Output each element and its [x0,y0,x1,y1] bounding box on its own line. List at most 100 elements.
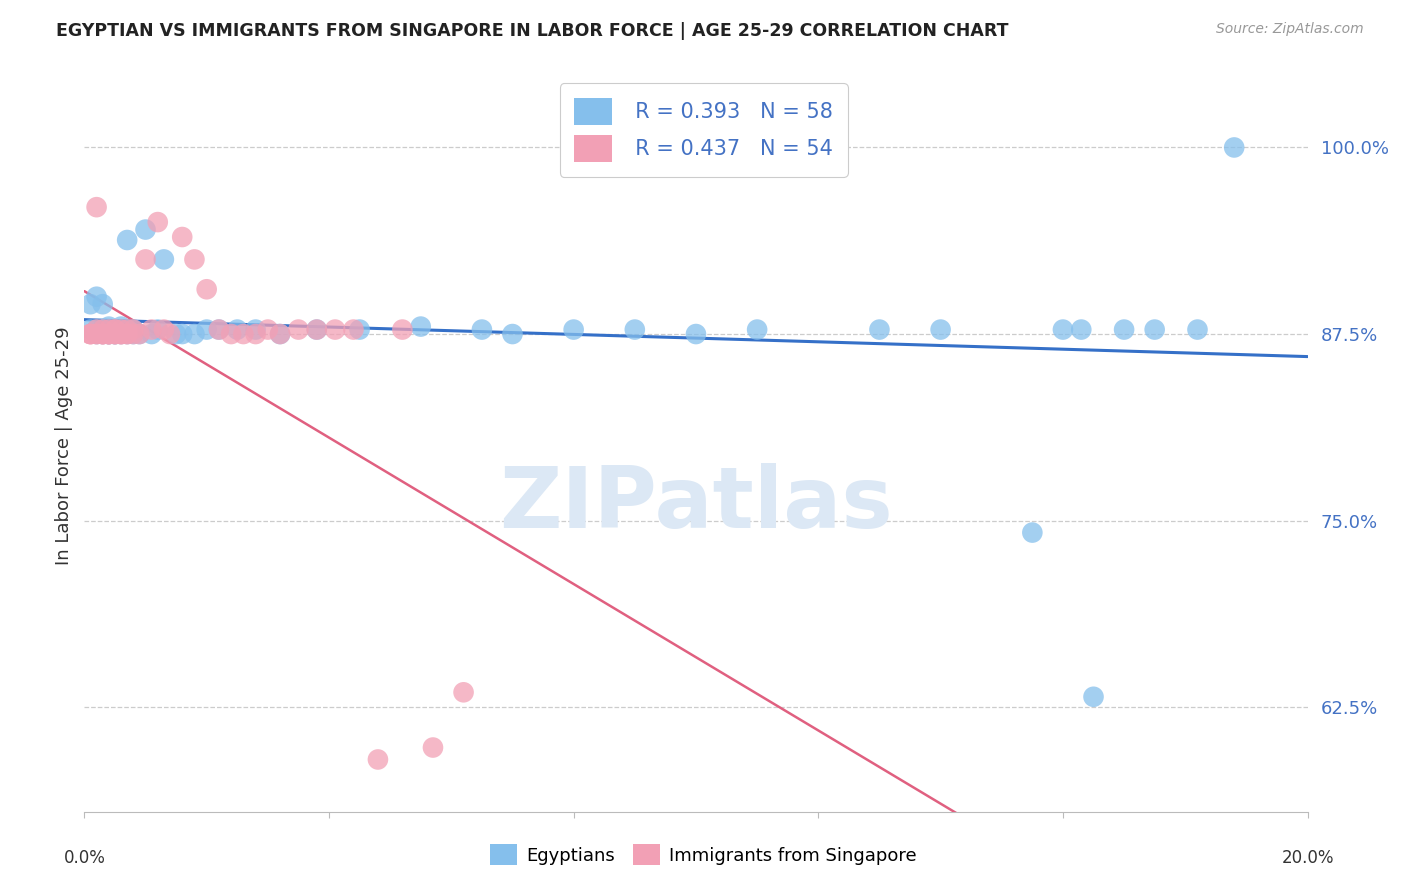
Point [257,322,280,336]
Point [422,740,444,755]
Point [115,326,138,341]
Point [349,322,371,336]
Point [269,326,291,341]
Text: EGYPTIAN VS IMMIGRANTS FROM SINGAPORE IN LABOR FORCE | AGE 25-29 CORRELATION CHA: EGYPTIAN VS IMMIGRANTS FROM SINGAPORE IN… [56,22,1008,40]
Point [86,200,108,214]
Point [79,297,101,311]
Point [208,322,231,336]
Point [409,319,432,334]
Point [86,322,108,336]
Point [110,326,132,341]
Point [97,322,120,336]
Point [1052,322,1074,336]
Legend: Egyptians, Immigrants from Singapore: Egyptians, Immigrants from Singapore [481,835,925,874]
Point [471,322,494,336]
Point [79,326,101,341]
Point [91,326,114,341]
Point [122,322,145,336]
Point [91,326,114,341]
Point [747,322,769,336]
Point [305,322,328,336]
Point [1070,322,1092,336]
Point [183,326,205,341]
Point [104,326,127,341]
Point [79,326,101,341]
Point [97,326,120,341]
Point [97,326,120,341]
Point [287,322,309,336]
Point [172,230,194,244]
Point [245,326,267,341]
Point [219,326,242,341]
Point [128,326,150,341]
Text: Source: ZipAtlas.com: Source: ZipAtlas.com [1216,22,1364,37]
Point [104,322,127,336]
Point [104,326,127,341]
Point [453,685,475,699]
Point [110,319,132,334]
Point [91,326,114,341]
Point [165,326,187,341]
Point [1114,322,1136,336]
Point [86,322,108,336]
Point [245,322,267,336]
Point [172,326,194,341]
Point [146,322,169,336]
Point [562,322,585,336]
Point [104,326,127,341]
Point [110,322,132,336]
Text: ZIPatlas: ZIPatlas [499,463,893,546]
Legend:   R = 0.393   N = 58,   R = 0.437   N = 54: R = 0.393 N = 58, R = 0.437 N = 54 [560,83,848,177]
Point [110,326,132,341]
Point [79,326,101,341]
Point [367,752,389,766]
Point [104,322,127,336]
Point [110,326,132,341]
Point [110,326,132,341]
Point [115,322,138,336]
Point [159,326,181,341]
Point [86,326,108,341]
Point [97,322,120,336]
Point [195,322,218,336]
Point [1083,690,1105,704]
Y-axis label: In Labor Force | Age 25-29: In Labor Force | Age 25-29 [55,326,73,566]
Point [502,326,524,341]
Point [232,326,254,341]
Point [104,326,127,341]
Point [208,322,231,336]
Point [91,326,114,341]
Point [153,322,176,336]
Point [115,326,138,341]
Point [135,252,157,267]
Point [195,282,218,296]
Point [91,322,114,336]
Point [869,322,891,336]
Point [146,215,169,229]
Point [128,326,150,341]
Point [141,322,163,336]
Point [122,326,145,341]
Point [97,326,120,341]
Point [91,322,114,336]
Point [183,252,205,267]
Point [110,322,132,336]
Point [269,326,291,341]
Point [97,319,120,334]
Point [685,326,707,341]
Point [122,326,145,341]
Point [153,252,176,267]
Point [97,326,120,341]
Point [115,322,138,336]
Point [624,322,647,336]
Point [1187,322,1209,336]
Point [323,322,346,336]
Point [97,326,120,341]
Point [104,322,127,336]
Point [79,322,101,336]
Point [141,326,163,341]
Point [86,326,108,341]
Text: 0.0%: 0.0% [63,849,105,867]
Point [115,326,138,341]
Point [91,326,114,341]
